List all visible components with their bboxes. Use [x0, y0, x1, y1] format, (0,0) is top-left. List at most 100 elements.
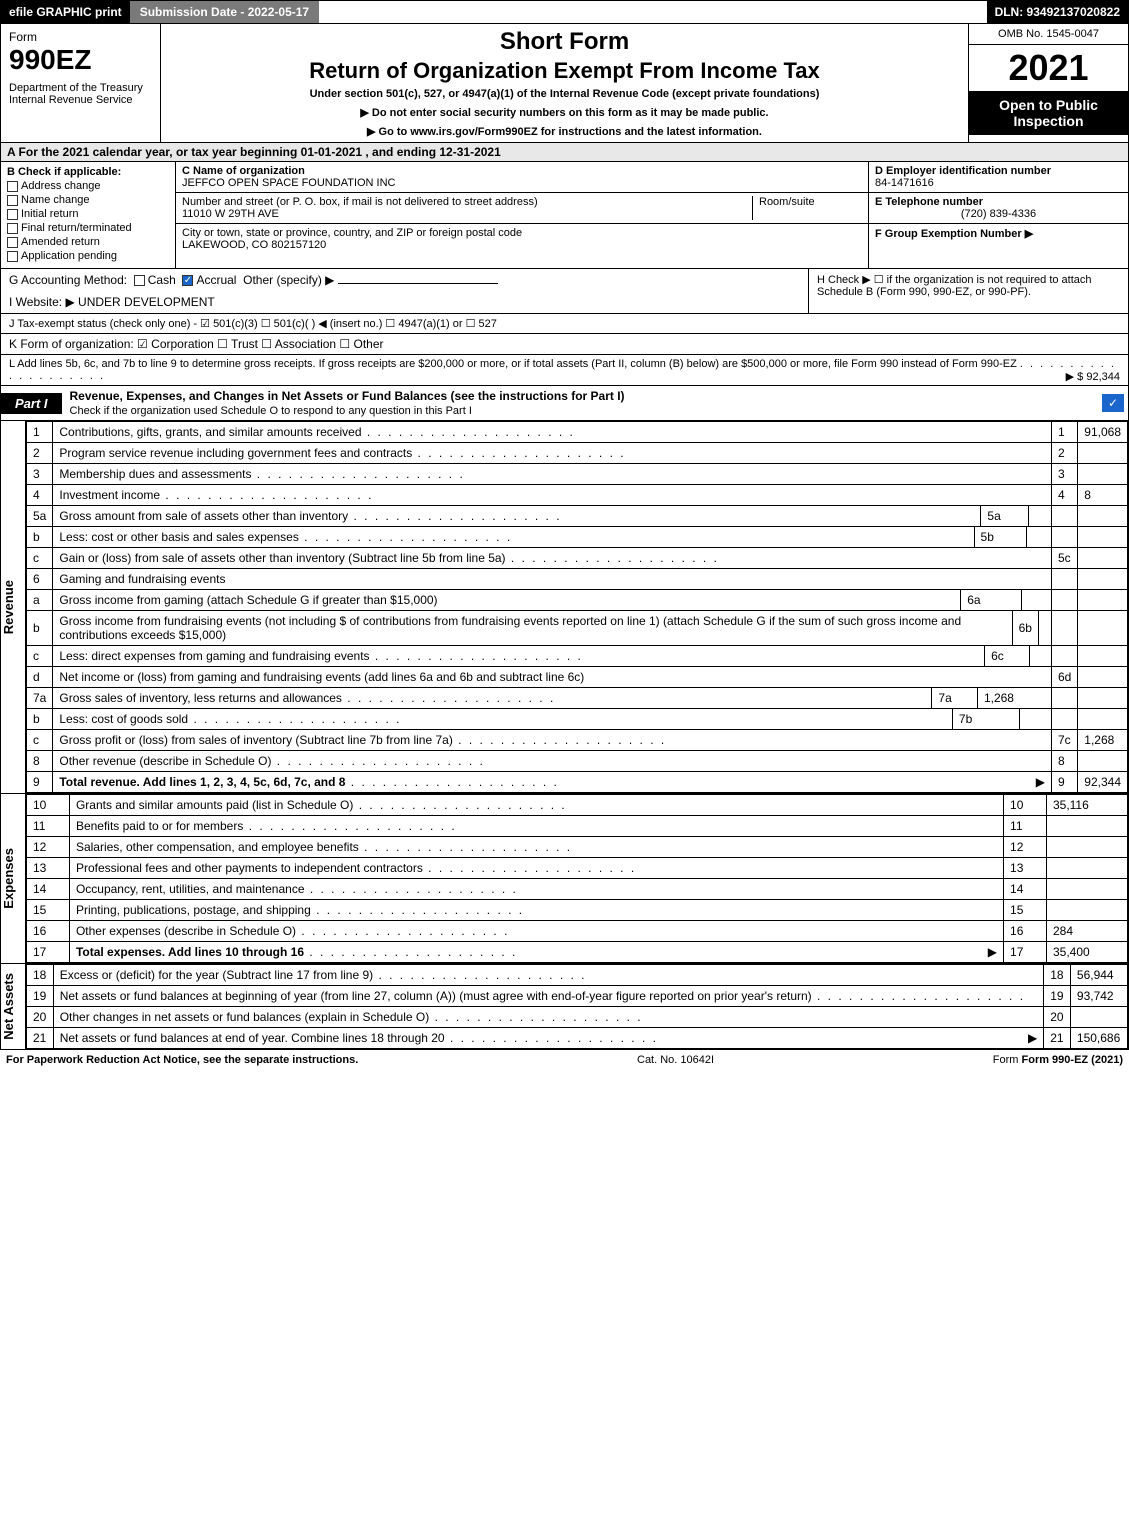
- org-name: JEFFCO OPEN SPACE FOUNDATION INC: [182, 177, 862, 189]
- g-other: Other (specify) ▶: [243, 273, 334, 287]
- col-d-ids: D Employer identification number 84-1471…: [868, 162, 1128, 268]
- row-j-status: J Tax-exempt status (check only one) - ☑…: [0, 314, 1129, 334]
- dln-label: DLN: 93492137020822: [987, 1, 1128, 23]
- open-public-badge: Open to Public Inspection: [969, 91, 1128, 135]
- table-row: 10Grants and similar amounts paid (list …: [27, 795, 1128, 816]
- table-row: 7aGross sales of inventory, less returns…: [27, 688, 1128, 709]
- table-row: 11Benefits paid to or for members11: [27, 816, 1128, 837]
- table-row: cGross profit or (loss) from sales of in…: [27, 730, 1128, 751]
- table-row: 18Excess or (deficit) for the year (Subt…: [27, 965, 1128, 986]
- table-row: 17Total expenses. Add lines 10 through 1…: [27, 942, 1128, 963]
- col-b-checks: B Check if applicable: Address change Na…: [1, 162, 176, 268]
- g-label: G Accounting Method:: [9, 273, 127, 287]
- revenue-section: Revenue 1Contributions, gifts, grants, a…: [0, 421, 1129, 794]
- expenses-table: 10Grants and similar amounts paid (list …: [26, 794, 1128, 963]
- table-row: 2Program service revenue including gover…: [27, 443, 1128, 464]
- table-row: 6Gaming and fundraising events: [27, 569, 1128, 590]
- table-row: 12Salaries, other compensation, and empl…: [27, 837, 1128, 858]
- submission-date: Submission Date - 2022-05-17: [130, 1, 319, 23]
- header-left: Form 990EZ Department of the Treasury In…: [1, 24, 161, 142]
- table-row: cLess: direct expenses from gaming and f…: [27, 646, 1128, 667]
- table-row: 15Printing, publications, postage, and s…: [27, 900, 1128, 921]
- part1-badge: Part I: [1, 393, 62, 414]
- b-opt-name[interactable]: Name change: [7, 194, 169, 206]
- table-row: 20Other changes in net assets or fund ba…: [27, 1007, 1128, 1028]
- c-street-label: Number and street (or P. O. box, if mail…: [182, 196, 538, 208]
- table-row: bGross income from fundraising events (n…: [27, 611, 1128, 646]
- part1-header: Part I Revenue, Expenses, and Changes in…: [0, 386, 1129, 421]
- header-center: Short Form Return of Organization Exempt…: [161, 24, 968, 142]
- b-opt-amended[interactable]: Amended return: [7, 236, 169, 248]
- form-word: Form: [9, 30, 152, 44]
- tel-label: E Telephone number: [875, 196, 983, 208]
- table-row: 14Occupancy, rent, utilities, and mainte…: [27, 879, 1128, 900]
- row-k-org-form: K Form of organization: ☑ Corporation ☐ …: [0, 334, 1129, 355]
- header-right: OMB No. 1545-0047 2021 Open to Public In…: [968, 24, 1128, 142]
- schedule-o-check[interactable]: ✓: [1102, 394, 1124, 412]
- b-opt-pending[interactable]: Application pending: [7, 250, 169, 262]
- expenses-side-label: Expenses: [1, 794, 26, 963]
- net-side-label: Net Assets: [1, 964, 26, 1049]
- table-row: 5aGross amount from sale of assets other…: [27, 506, 1128, 527]
- part1-title: Revenue, Expenses, and Changes in Net As…: [62, 386, 1102, 420]
- paperwork-notice: For Paperwork Reduction Act Notice, see …: [6, 1054, 358, 1066]
- top-spacer: [319, 1, 986, 23]
- omb-number: OMB No. 1545-0047: [969, 24, 1128, 45]
- col-c-org: C Name of organization JEFFCO OPEN SPACE…: [176, 162, 868, 268]
- dept-label: Department of the Treasury Internal Reve…: [9, 82, 152, 106]
- net-assets-section: Net Assets 18Excess or (deficit) for the…: [0, 964, 1129, 1050]
- other-specify-line[interactable]: [338, 283, 498, 284]
- expenses-section: Expenses 10Grants and similar amounts pa…: [0, 794, 1129, 964]
- ein-label: D Employer identification number: [875, 165, 1051, 177]
- org-street: 11010 W 29TH AVE: [182, 208, 279, 220]
- bc-grid: B Check if applicable: Address change Na…: [0, 162, 1129, 269]
- efile-print-label[interactable]: efile GRAPHIC print: [1, 1, 130, 23]
- page-footer: For Paperwork Reduction Act Notice, see …: [0, 1050, 1129, 1070]
- net-assets-table: 18Excess or (deficit) for the year (Subt…: [26, 964, 1128, 1049]
- revenue-side-label: Revenue: [1, 421, 26, 793]
- cash-checkbox[interactable]: [134, 275, 145, 286]
- short-form-title: Short Form: [171, 28, 958, 56]
- row-gh: G Accounting Method: Cash Accrual Other …: [0, 269, 1129, 314]
- tel-value: (720) 839-4336: [875, 208, 1122, 220]
- b-opt-address[interactable]: Address change: [7, 180, 169, 192]
- revenue-table: 1Contributions, gifts, grants, and simil…: [26, 421, 1128, 793]
- note-ssn: ▶ Do not enter social security numbers o…: [171, 106, 958, 119]
- table-row: cGain or (loss) from sale of assets othe…: [27, 548, 1128, 569]
- subtitle: Under section 501(c), 527, or 4947(a)(1)…: [171, 88, 958, 100]
- accrual-checkbox[interactable]: [182, 275, 193, 286]
- form-number: 990EZ: [9, 44, 152, 76]
- tax-year: 2021: [969, 45, 1128, 91]
- row-a-period: A For the 2021 calendar year, or tax yea…: [0, 143, 1129, 162]
- table-row: 19Net assets or fund balances at beginni…: [27, 986, 1128, 1007]
- table-row: 3Membership dues and assessments3: [27, 464, 1128, 485]
- org-city: LAKEWOOD, CO 802157120: [182, 239, 862, 251]
- b-opt-initial[interactable]: Initial return: [7, 208, 169, 220]
- h-schedule-b: H Check ▶ ☐ if the organization is not r…: [808, 269, 1128, 313]
- b-header: B Check if applicable:: [7, 166, 169, 178]
- table-row: bLess: cost of goods sold7b: [27, 709, 1128, 730]
- part1-sub: Check if the organization used Schedule …: [70, 405, 472, 417]
- note-link: ▶ Go to www.irs.gov/Form990EZ for instru…: [171, 125, 958, 138]
- table-row: 9Total revenue. Add lines 1, 2, 3, 4, 5c…: [27, 772, 1128, 793]
- form-header: Form 990EZ Department of the Treasury In…: [0, 24, 1129, 143]
- table-row: 1Contributions, gifts, grants, and simil…: [27, 422, 1128, 443]
- ein-value: 84-1471616: [875, 177, 934, 189]
- table-row: bLess: cost or other basis and sales exp…: [27, 527, 1128, 548]
- l-text: L Add lines 5b, 6c, and 7b to line 9 to …: [9, 358, 1017, 370]
- table-row: aGross income from gaming (attach Schedu…: [27, 590, 1128, 611]
- i-label: I Website: ▶: [9, 295, 75, 309]
- note-link-text[interactable]: ▶ Go to www.irs.gov/Form990EZ for instru…: [367, 126, 762, 138]
- cat-no: Cat. No. 10642I: [637, 1054, 714, 1066]
- form-ref: Form Form 990-EZ (2021): [993, 1054, 1123, 1066]
- l-value: ▶ $ 92,344: [1066, 370, 1120, 383]
- table-row: 8Other revenue (describe in Schedule O)8: [27, 751, 1128, 772]
- table-row: 16Other expenses (describe in Schedule O…: [27, 921, 1128, 942]
- b-opt-final[interactable]: Final return/terminated: [7, 222, 169, 234]
- table-row: dNet income or (loss) from gaming and fu…: [27, 667, 1128, 688]
- group-exemption-label: F Group Exemption Number ▶: [875, 228, 1033, 240]
- table-row: 21Net assets or fund balances at end of …: [27, 1028, 1128, 1049]
- c-name-label: C Name of organization: [182, 165, 862, 177]
- main-title: Return of Organization Exempt From Incom…: [171, 58, 958, 84]
- website-value: UNDER DEVELOPMENT: [78, 295, 215, 309]
